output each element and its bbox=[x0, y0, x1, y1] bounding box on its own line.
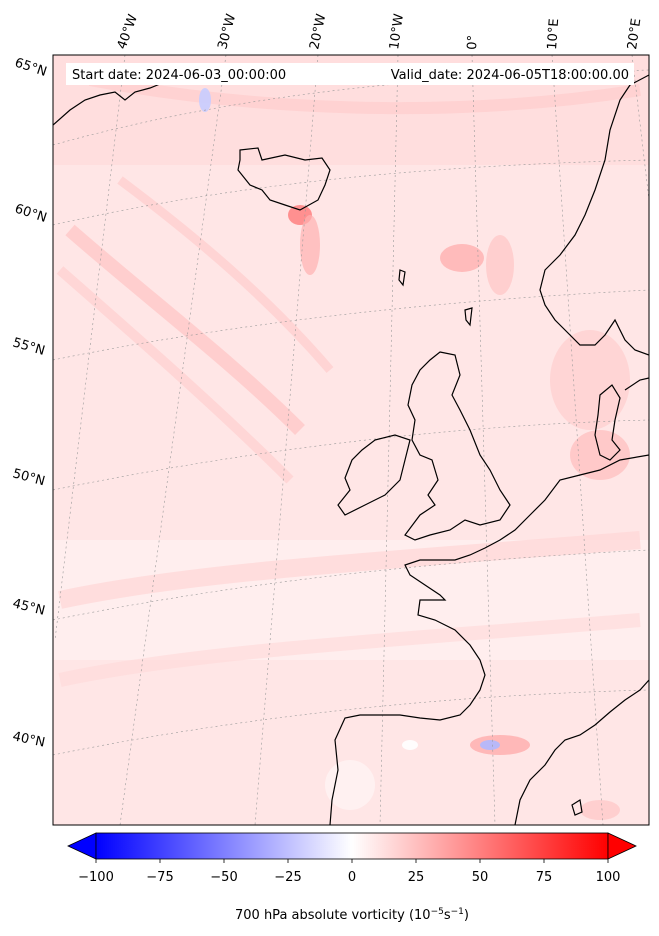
lon-label-40w: 40°W bbox=[115, 12, 141, 51]
latitude-labels: 65°N 60°N 55°N 50°N 45°N 40°N bbox=[11, 56, 49, 751]
iceland-coast bbox=[237, 147, 331, 211]
lat-label-40n: 40°N bbox=[11, 729, 46, 750]
colorbar-tick-label: 50 bbox=[472, 870, 489, 885]
ireland-coast bbox=[337, 434, 411, 516]
norway-coast bbox=[539, 74, 649, 356]
lon-label-0: 0° bbox=[465, 35, 481, 51]
colorbar-extend-max bbox=[607, 832, 637, 860]
colorbar-tick-label: −25 bbox=[274, 870, 301, 885]
colorbar-tick-label: 75 bbox=[536, 870, 553, 885]
colorbar-tick-label: 100 bbox=[596, 870, 621, 885]
colorbar-tick-label: 25 bbox=[408, 870, 425, 885]
coastlines bbox=[53, 74, 649, 825]
lat-label-60n: 60°N bbox=[13, 202, 49, 226]
header-box bbox=[66, 63, 634, 85]
colorbar: −100 −75 −50 −25 0 25 50 75 100 700 hPa absolute… bbox=[67, 832, 637, 923]
colorbar-label: 700 hPa absolute vorticity (10−5s−1) bbox=[235, 907, 469, 923]
start-date-text: Start date: 2024-06-03_00:00:00 bbox=[72, 68, 286, 83]
lon-label-30w: 30°W bbox=[215, 12, 239, 51]
lon-label-10w: 10°W bbox=[387, 13, 407, 51]
colorbar-tick-label: 0 bbox=[348, 870, 356, 885]
lat-label-50n: 50°N bbox=[11, 466, 47, 489]
lat-label-45n: 45°N bbox=[11, 596, 46, 618]
lon-label-20e: 20°E bbox=[625, 18, 644, 51]
lat-label-55n: 55°N bbox=[11, 335, 47, 358]
britain-coast bbox=[404, 351, 511, 541]
valid-date-text: Valid_date: 2024-06-05T18:00:00.00 bbox=[391, 68, 629, 83]
lon-label-20w: 20°W bbox=[307, 12, 329, 50]
map-frame bbox=[52, 54, 650, 826]
greenland-coast bbox=[53, 83, 161, 126]
colorbar-tick-label: −100 bbox=[78, 870, 114, 885]
denmark-coast bbox=[594, 384, 621, 461]
colorbar-tick-label: −75 bbox=[146, 870, 173, 885]
colorbar-gradient bbox=[95, 832, 609, 860]
longitude-labels: 40°W 30°W 20°W 10°W 0° 10°E 20°E bbox=[115, 12, 645, 51]
lat-label-65n: 65°N bbox=[13, 56, 49, 80]
mediterranean-coast bbox=[514, 679, 649, 825]
colorbar-tick-label: −50 bbox=[210, 870, 237, 885]
continent-coast bbox=[329, 454, 649, 825]
colorbar-extend-min bbox=[67, 832, 97, 860]
graticule bbox=[53, 55, 649, 825]
lon-label-10e: 10°E bbox=[545, 18, 562, 50]
